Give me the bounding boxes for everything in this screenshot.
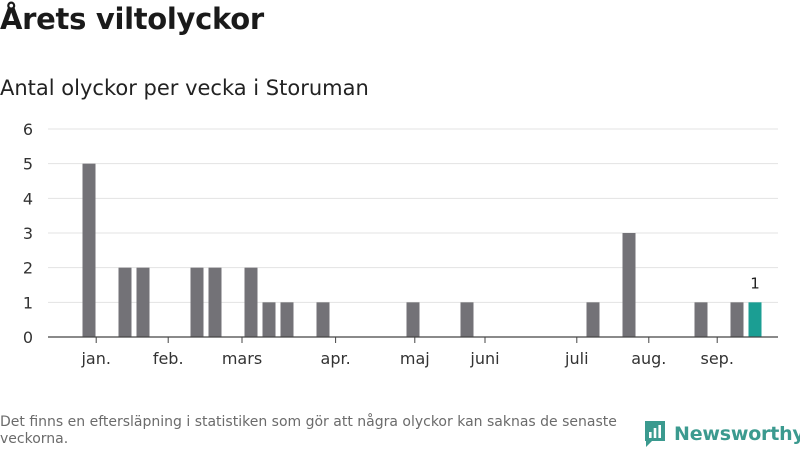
y-tick-label: 2 bbox=[23, 259, 33, 278]
bar bbox=[694, 302, 708, 337]
bar bbox=[118, 267, 132, 337]
x-tick-label: apr. bbox=[321, 349, 351, 368]
y-tick-label: 6 bbox=[23, 120, 33, 139]
y-tick-label: 3 bbox=[23, 224, 33, 243]
bar bbox=[406, 302, 420, 337]
logo-text: Newsworthy bbox=[674, 423, 800, 445]
y-tick-label: 5 bbox=[23, 155, 33, 174]
x-tick-label: jan. bbox=[80, 349, 110, 368]
footnote: Det finns en eftersläpning i statistiken… bbox=[0, 414, 617, 447]
bar bbox=[136, 267, 150, 337]
bar bbox=[586, 302, 600, 337]
x-tick-label: mars bbox=[222, 349, 262, 368]
bar bbox=[190, 267, 204, 337]
x-tick-label: sep. bbox=[700, 349, 733, 368]
bar bbox=[262, 302, 276, 337]
x-tick-label: aug. bbox=[631, 349, 666, 368]
y-tick-label: 4 bbox=[23, 189, 33, 208]
x-tick-label: juli bbox=[564, 349, 588, 368]
bar-highlight bbox=[748, 302, 762, 337]
x-tick-label: maj bbox=[400, 349, 430, 368]
y-tick-label: 1 bbox=[23, 293, 33, 312]
bar bbox=[280, 302, 294, 337]
bar bbox=[244, 267, 258, 337]
bar bbox=[622, 233, 636, 337]
bar bbox=[730, 302, 744, 337]
x-tick-label: juni bbox=[469, 349, 499, 368]
newsworthy-logo-icon bbox=[645, 421, 665, 447]
bar bbox=[460, 302, 474, 337]
data-label: 1 bbox=[750, 274, 760, 292]
chart-subtitle: Antal olyckor per vecka i Storuman bbox=[0, 76, 369, 100]
bar-chart: 0 1 2 3 4 5 6 1 jan. feb. mars apr. maj juni juli aug. s… bbox=[23, 120, 778, 368]
newsworthy-logo[interactable]: Newsworthy bbox=[643, 419, 800, 449]
x-tick-label: feb. bbox=[153, 349, 184, 368]
y-tick-label: 0 bbox=[23, 328, 33, 347]
bar bbox=[316, 302, 330, 337]
chart-title: Årets viltolyckor bbox=[0, 2, 264, 36]
bar bbox=[208, 267, 222, 337]
bar bbox=[82, 163, 96, 337]
